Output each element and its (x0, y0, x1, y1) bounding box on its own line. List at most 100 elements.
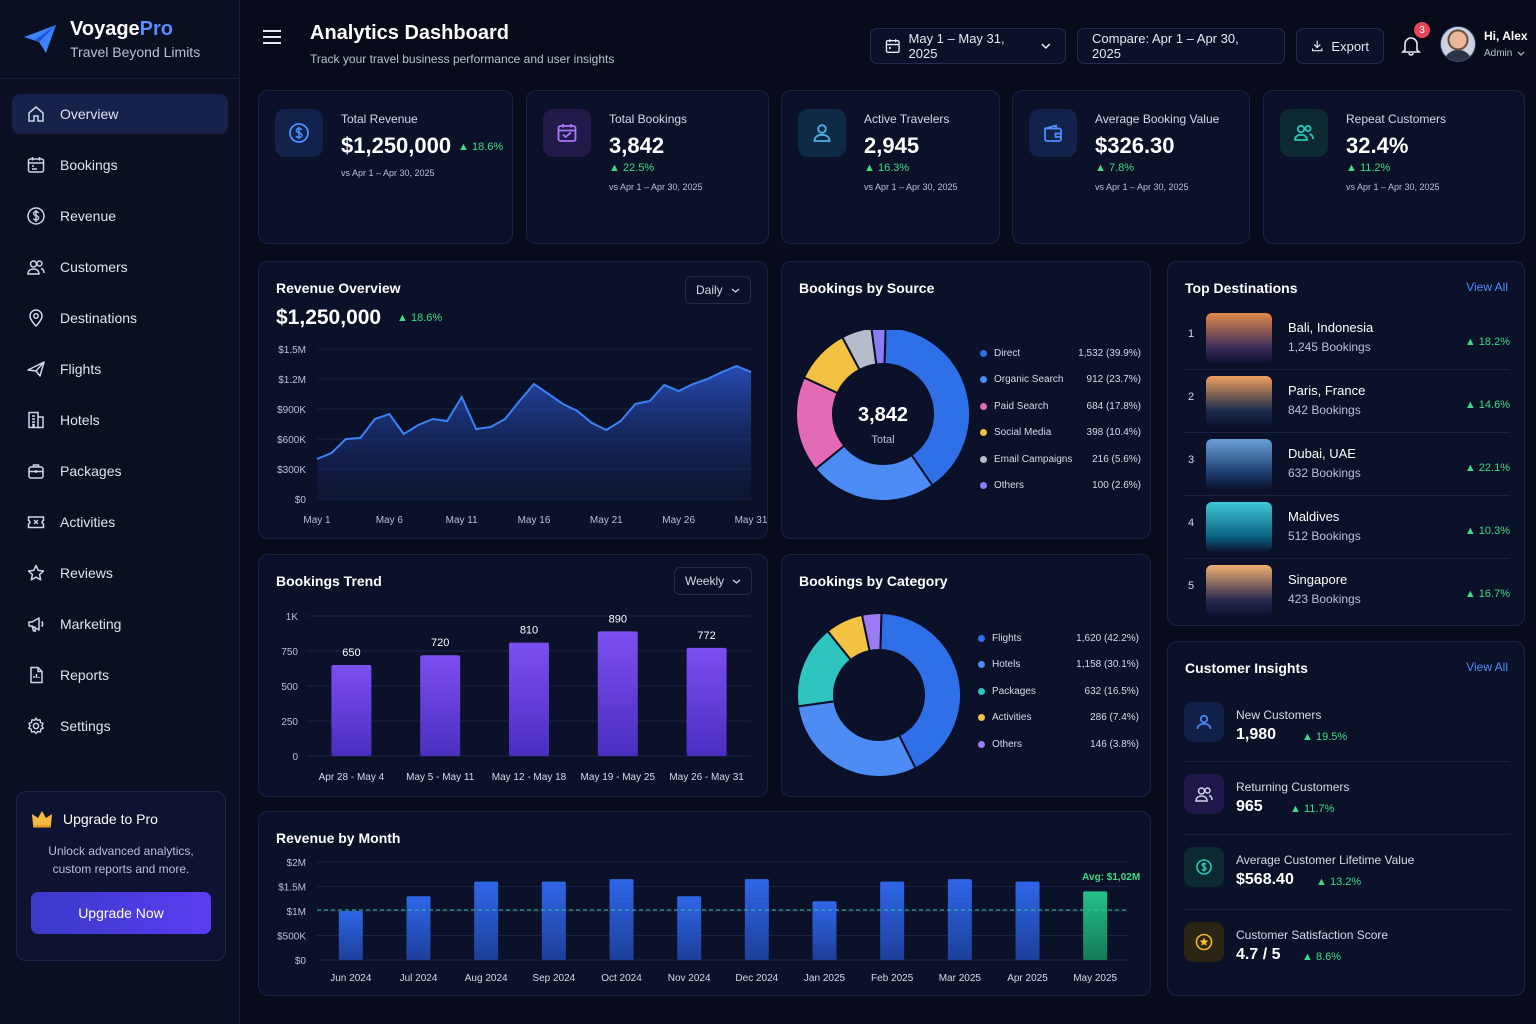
notifications-button[interactable]: 3 (1400, 22, 1430, 58)
month-bar-5[interactable] (609, 879, 634, 960)
month-bar-2[interactable] (406, 896, 431, 960)
destination-change: ▲ 16.7% (1464, 588, 1510, 600)
sidebar-item-reviews[interactable]: Reviews (12, 553, 228, 593)
bar-value-label: 720 (431, 637, 449, 649)
bookings-category-donut (796, 612, 962, 778)
sidebar-item-settings[interactable]: Settings (12, 706, 228, 746)
kpi-value: $1,250,000 (341, 133, 452, 158)
month-bar-9[interactable] (880, 881, 905, 960)
sidebar-item-reports[interactable]: Reports (12, 655, 228, 695)
legend-label: Direct (994, 348, 1021, 359)
bar-4[interactable] (597, 631, 638, 756)
brand-logo[interactable]: VoyagePro Travel Beyond Limits (22, 18, 200, 60)
calendar-icon (27, 157, 45, 173)
destination-row[interactable]: 3 Dubai, UAE 632 Bookings ▲ 22.1% (1184, 434, 1510, 496)
revenue-by-month-card: Revenue by Month $0 $500K $1M $1.5M $2M Jun 2… (258, 811, 1151, 996)
trend-period-dropdown[interactable]: Weekly (674, 567, 753, 595)
month-bar-6[interactable] (677, 896, 702, 960)
sidebar-item-overview[interactable]: Overview (12, 94, 228, 134)
brand-tagline: Travel Beyond Limits (70, 44, 201, 60)
bar-5[interactable] (686, 647, 727, 756)
pin-icon (29, 309, 43, 328)
month-bar-1[interactable] (338, 911, 363, 960)
month-bar-11[interactable] (1015, 881, 1040, 960)
y-tick-label: 0 (292, 752, 298, 763)
calendar-icon (885, 39, 900, 53)
upgrade-now-button[interactable]: Upgrade Now (31, 892, 211, 934)
sidebar-item-activities[interactable]: Activities (12, 502, 228, 542)
donut-slice-others[interactable] (870, 330, 887, 366)
insight-row[interactable]: New Customers 1,980 ▲ 19.5% (1184, 690, 1510, 762)
destination-row[interactable]: 4 Maldives 512 Bookings ▲ 10.3% (1184, 497, 1510, 559)
upgrade-text: Unlock advanced analytics, custom report… (48, 844, 194, 876)
compare-range-picker[interactable]: Compare: Apr 1 – Apr 30, 2025 (1077, 28, 1285, 64)
kpi-card-average-booking-value[interactable]: Average Booking Value $326.30 ▲ 7.8% vs … (1012, 90, 1250, 244)
month-bar-7[interactable] (744, 879, 769, 960)
month-bar-4[interactable] (541, 881, 566, 960)
menu-icon[interactable] (262, 28, 282, 46)
month-bar-3[interactable] (474, 881, 499, 960)
sidebar-item-packages[interactable]: Packages (12, 451, 228, 491)
avatar[interactable] (1440, 26, 1476, 62)
destinations-view-all-link[interactable]: View All (1466, 280, 1508, 294)
donut-slice-direct[interactable] (883, 330, 970, 487)
legend-value: 1,620 (42.2%) (1076, 633, 1139, 644)
y-tick-label: 1K (286, 612, 299, 623)
sidebar-item-bookings[interactable]: Bookings (12, 145, 228, 185)
destination-name: Dubai, UAE (1288, 446, 1356, 461)
revenue-overview-card: Revenue Overview $1,250,000 ▲ 18.6% Dail… (258, 261, 768, 539)
sidebar-item-destinations[interactable]: Destinations (12, 298, 228, 338)
sidebar-item-revenue[interactable]: Revenue (12, 196, 228, 236)
legend-label: Others (992, 738, 1023, 750)
revenue-area-chart: $0 $300K $600K $900K $1.2M $1.5M May 1 May 6 May… (277, 345, 768, 526)
insights-view-all-link[interactable]: View All (1466, 660, 1508, 674)
month-bar-10[interactable] (947, 879, 972, 960)
destination-name: Paris, France (1288, 383, 1366, 398)
legend-swatch (980, 429, 987, 437)
legend-value: 684 (17.8%) (1086, 400, 1141, 412)
destination-row[interactable]: 5 Singapore 423 Bookings ▲ 16.7% (1184, 560, 1510, 622)
donut-slice-flights[interactable] (879, 612, 962, 770)
insight-row[interactable]: Returning Customers 965 ▲ 11.7% (1184, 762, 1510, 835)
kpi-card-total-revenue[interactable]: Total Revenue $1,250,000 ▲ 18.6% vs Apr … (258, 90, 513, 244)
chevron-down-icon (732, 579, 741, 584)
export-button[interactable]: Export (1296, 28, 1384, 64)
destination-row[interactable]: 2 Paris, France 842 Bookings ▲ 14.6% (1184, 371, 1510, 433)
y-tick-label: $500K (277, 932, 306, 943)
crown-icon (32, 811, 52, 828)
insight-row[interactable]: Average Customer Lifetime Value $568.40 … (1184, 835, 1510, 910)
destination-change: ▲ 14.6% (1464, 399, 1510, 411)
kpi-card-repeat-customers[interactable]: Repeat Customers 32.4% ▲ 11.2% vs Apr 1 … (1263, 90, 1525, 244)
kpi-card-total-bookings[interactable]: Total Bookings 3,842 ▲ 22.5% vs Apr 1 – … (526, 90, 769, 244)
month-bar-12[interactable] (1083, 891, 1108, 960)
period-dropdown[interactable]: Daily (685, 276, 751, 304)
x-tick-label: Jun 2024 (330, 973, 372, 984)
date-range-picker[interactable]: May 1 – May 31, 2025 (870, 28, 1066, 64)
revenue-month-bar-chart: $0 $500K $1M $1.5M $2M Jun 2024 Jul 2024 Aug 20… (277, 858, 1140, 984)
legend-item: Hotels 1,158 (30.1%) (978, 659, 1158, 670)
kpi-card-active-travelers[interactable]: Active Travelers 2,945 ▲ 16.3% vs Apr 1 … (781, 90, 1000, 244)
donut-slice-others[interactable] (860, 612, 883, 653)
legend-swatch (978, 635, 985, 642)
sidebar-item-customers[interactable]: Customers (12, 247, 228, 287)
destination-row[interactable]: 1 Bali, Indonesia 1,245 Bookings ▲ 18.2% (1184, 308, 1510, 370)
building-icon (28, 411, 44, 429)
legend-label: Others (994, 480, 1025, 491)
bar-3[interactable] (509, 642, 549, 756)
bar-2[interactable] (420, 655, 461, 756)
plane-icon (27, 361, 45, 377)
user-role[interactable]: Admin (1484, 48, 1525, 59)
destination-rank: 2 (1187, 391, 1195, 403)
bar-1[interactable] (331, 665, 372, 756)
sidebar-item-marketing[interactable]: Marketing (12, 604, 228, 644)
month-bar-8[interactable] (812, 901, 837, 960)
legend-swatch (978, 740, 985, 748)
insight-row[interactable]: Customer Satisfaction Score 4.7 / 5 ▲ 8.… (1184, 910, 1510, 980)
notification-badge: 3 (1414, 22, 1430, 38)
sidebar: VoyagePro Travel Beyond Limits Overview B… (0, 0, 240, 1024)
kpi-label: Total Bookings (609, 112, 688, 126)
sidebar-item-flights[interactable]: Flights (12, 349, 228, 389)
sidebar-item-hotels[interactable]: Hotels (12, 400, 228, 440)
donut-slice-hotels[interactable] (796, 700, 917, 778)
legend-label: Packages (992, 685, 1036, 697)
